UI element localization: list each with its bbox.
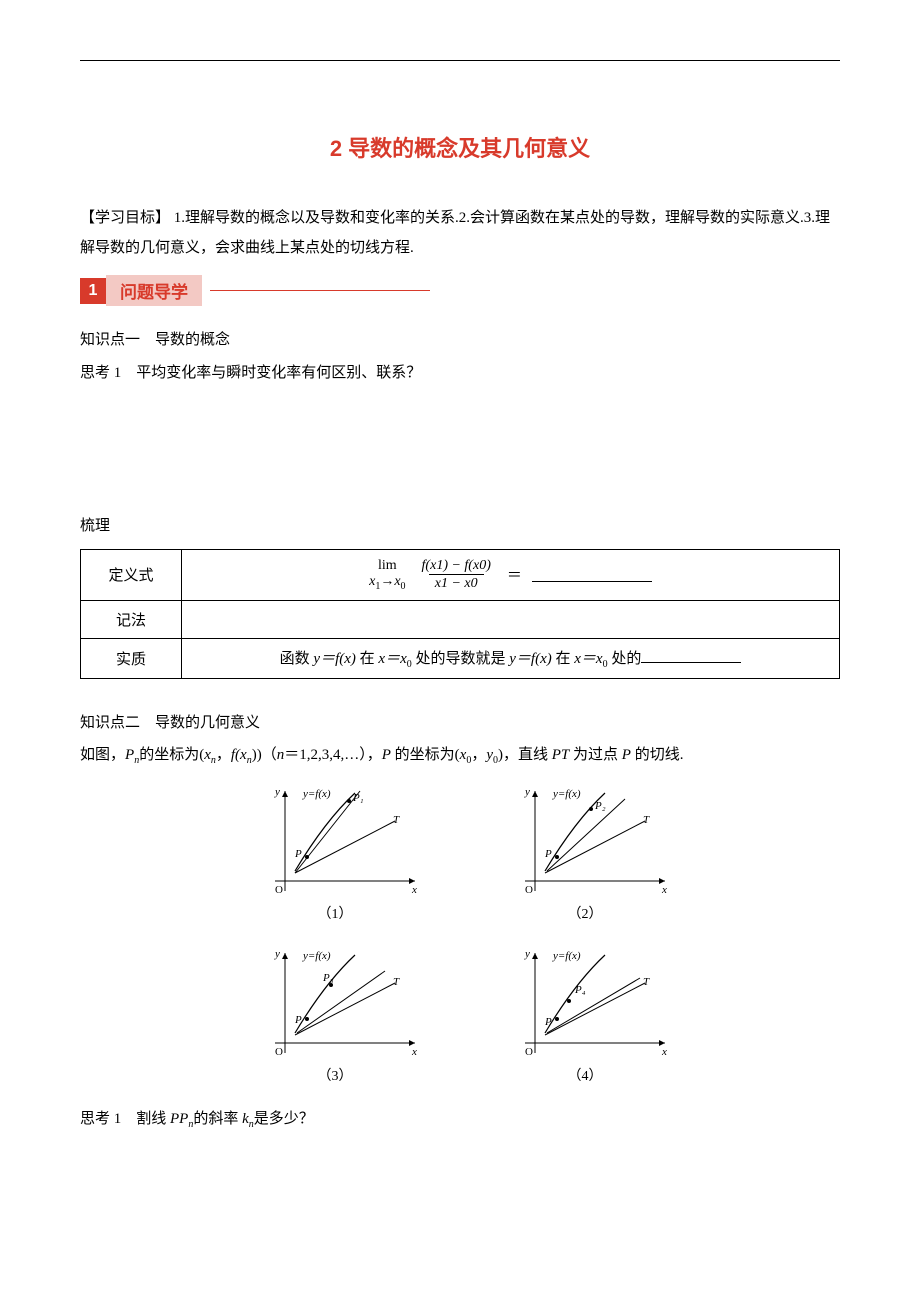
row1-label: 定义式 xyxy=(81,550,182,601)
figure-3-caption: （3） xyxy=(230,1065,440,1085)
fraction-denominator: x1 − x0 xyxy=(429,574,484,591)
P2-label: P₂ xyxy=(594,800,606,812)
svg-text:P: P xyxy=(544,848,552,860)
figure-2: y x O y=f(x) P P₂ T （2） xyxy=(480,781,690,923)
think-2: 思考 1 割线 PPn的斜率 kn是多少？ xyxy=(80,1103,840,1136)
svg-text:T: T xyxy=(643,976,650,988)
svg-text:y=f(x): y=f(x) xyxy=(552,950,581,962)
table-row: 记法 xyxy=(81,600,840,638)
row3-label: 实质 xyxy=(81,638,182,678)
figure-2-caption: （2） xyxy=(480,903,690,923)
blank-fill xyxy=(641,648,741,663)
svg-text:x: x xyxy=(661,1046,667,1058)
section-bar: 1 问题导学 xyxy=(80,275,840,306)
table-row: 定义式 lim x1→x0 f(x1) − f(x0) x1 − x0 ＝ xyxy=(81,550,840,601)
row2-content xyxy=(182,600,840,638)
svg-text:P: P xyxy=(544,1016,552,1028)
top-rule xyxy=(80,60,840,61)
equals-sign: ＝ xyxy=(507,564,522,585)
origin-label: O xyxy=(275,884,283,896)
objective-text: 1.理解导数的概念以及导数和变化率的关系.2.会计算函数在某点处的导数，理解导数… xyxy=(80,210,830,256)
fraction: f(x1) − f(x0) x1 − x0 xyxy=(416,558,497,592)
figure-grid: y x O y=f(x) P P₁ T （1） xyxy=(230,781,690,1085)
P3-label: P₃ xyxy=(322,972,334,984)
learning-objective: 【学习目标】 1.理解导数的概念以及导数和变化率的关系.2.会计算函数在某点处的… xyxy=(80,203,840,263)
figure-2-svg: y x O y=f(x) P P₂ T xyxy=(495,781,675,901)
fx-label: y=f(x) xyxy=(302,788,331,800)
fraction-numerator: f(x1) − f(x0) xyxy=(416,558,497,574)
svg-text:O: O xyxy=(525,1046,533,1058)
P1-label: P₁ xyxy=(352,792,364,804)
section-tail-line xyxy=(210,290,430,291)
svg-text:y: y xyxy=(524,786,530,798)
P4-label: P₄ xyxy=(574,984,586,996)
figure-1-caption: （1） xyxy=(230,903,440,923)
figure-1-svg: y x O y=f(x) P P₁ T xyxy=(245,781,425,901)
y-axis-label: y xyxy=(274,786,280,798)
svg-text:x: x xyxy=(661,884,667,896)
table-row: 实质 函数 y＝f(x) 在 x＝x0 处的导数就是 y＝f(x) 在 x＝x0… xyxy=(81,638,840,678)
kp2-paragraph: 如图，Pn的坐标为(xn，f(xn))（n＝1,2,3,4,…），P 的坐标为(… xyxy=(80,740,840,771)
figure-3-svg: y x O y=f(x) P P₃ T xyxy=(245,943,425,1063)
svg-text:y: y xyxy=(524,948,530,960)
svg-text:O: O xyxy=(525,884,533,896)
document-title: 2 导数的概念及其几何意义 xyxy=(80,131,840,163)
figure-3: y x O y=f(x) P P₃ T （3） xyxy=(230,943,440,1085)
svg-text:y: y xyxy=(274,948,280,960)
knowledge-point-2-heading: 知识点二 导数的几何意义 xyxy=(80,707,840,740)
knowledge-point-1-heading: 知识点一 导数的概念 xyxy=(80,324,840,357)
figure-1: y x O y=f(x) P P₁ T （1） xyxy=(230,781,440,923)
section-label: 问题导学 xyxy=(106,275,202,306)
figure-4: y x O y=f(x) P P₄ T （4） xyxy=(480,943,690,1085)
svg-text:y=f(x): y=f(x) xyxy=(552,788,581,800)
x-axis-label: x xyxy=(411,884,417,896)
lim-text: lim xyxy=(378,558,397,573)
figure-4-svg: y x O y=f(x) P P₄ T xyxy=(495,943,675,1063)
objective-label: 【学习目标】 xyxy=(80,210,170,226)
svg-text:T: T xyxy=(643,814,650,826)
P-label: P xyxy=(294,848,302,860)
svg-text:y=f(x): y=f(x) xyxy=(302,950,331,962)
svg-text:T: T xyxy=(393,976,400,988)
page: 2 导数的概念及其几何意义 【学习目标】 1.理解导数的概念以及导数和变化率的关… xyxy=(0,0,920,1196)
think-1: 思考 1 平均变化率与瞬时变化率有何区别、联系？ xyxy=(80,357,840,390)
definition-table: 定义式 lim x1→x0 f(x1) − f(x0) x1 − x0 ＝ xyxy=(80,549,840,679)
limit-symbol: lim x1→x0 xyxy=(369,558,405,591)
T-label: T xyxy=(393,814,400,826)
svg-text:P: P xyxy=(294,1014,302,1026)
figure-4-caption: （4） xyxy=(480,1065,690,1085)
row2-label: 记法 xyxy=(81,600,182,638)
blank-space xyxy=(80,390,840,510)
combing-label: 梳理 xyxy=(80,510,840,543)
svg-text:O: O xyxy=(275,1046,283,1058)
row1-content: lim x1→x0 f(x1) − f(x0) x1 − x0 ＝ xyxy=(182,550,840,601)
lim-sub: x1→x0 xyxy=(369,574,405,592)
svg-text:x: x xyxy=(411,1046,417,1058)
blank-fill xyxy=(532,568,652,583)
limit-expression: lim x1→x0 f(x1) − f(x0) x1 − x0 ＝ xyxy=(192,558,829,592)
section-number: 1 xyxy=(80,278,106,304)
row3-content: 函数 y＝f(x) 在 x＝x0 处的导数就是 y＝f(x) 在 x＝x0 处的 xyxy=(182,638,840,678)
